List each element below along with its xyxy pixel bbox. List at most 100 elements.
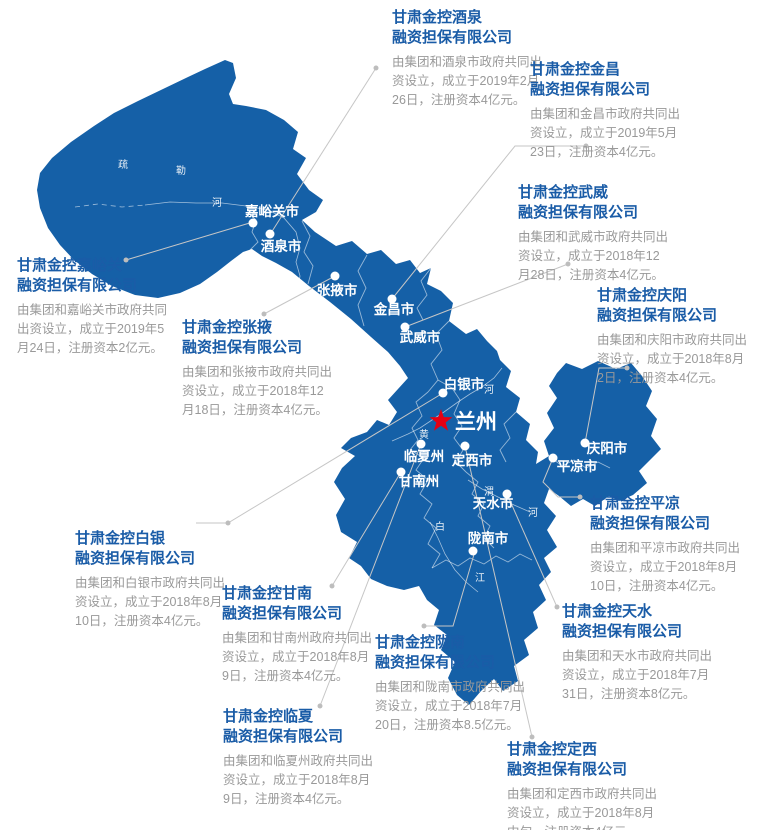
province-shape [37, 60, 661, 705]
city-dot-jiayuguan [248, 218, 258, 228]
company-name: 甘肃金控酒泉 融资担保有限公司 [392, 9, 513, 46]
city-label-jinchang: 金昌市 [373, 301, 415, 317]
shule-river-dashed [74, 203, 146, 208]
company-name: 甘肃金控武威 融资担保有限公司 [518, 184, 639, 221]
company-desc: 由集团和陇南市政府共同出资设立，成立于2018年7月20日，注册资本8.5亿元。 [375, 679, 526, 732]
city-dot-linxia [416, 439, 426, 449]
city-label-qingyang: 庆阳市 [587, 440, 628, 456]
company-desc: 由集团和庆阳市政府共同出资设立，成立于2018年8月2日，注册资本4亿元。 [597, 332, 748, 385]
company-name: 甘肃金控庆阳 融资担保有限公司 [597, 287, 718, 324]
rivers: 疏 勒 河 黄 河 渭 河 白 江 [74, 158, 538, 593]
company-note-baiyin: 甘肃金控白银 融资担保有限公司 由集团和白银市政府共同出资设立，成立于2018年8… [75, 529, 229, 631]
company-name: 甘肃金控白银 融资担保有限公司 [75, 530, 196, 567]
city-label-wuwei: 武威市 [400, 329, 441, 345]
company-desc: 由集团和天水市政府共同出资设立，成立于2018年7月31日，注册资本8亿元。 [562, 648, 713, 701]
city-label-jiuquan: 酒泉市 [261, 238, 302, 254]
leader-wuwei [404, 263, 569, 328]
capital-marker: 兰州 [429, 409, 497, 434]
yellow-river [391, 367, 503, 442]
city-dot-zhangye [330, 271, 340, 281]
city-dot-longnan [468, 546, 478, 556]
company-name: 甘肃金控甘南 融资担保有限公司 [222, 585, 343, 622]
company-desc: 由集团和白银市政府共同出资设立，成立于2018年8月10日，注册资本4亿元。 [75, 575, 226, 628]
company-desc: 由集团和武威市政府共同出资设立，成立于2018年12月28日，注册资本4亿元。 [518, 229, 669, 282]
city-dot-pingliang [548, 453, 558, 463]
city-markers: 嘉峪关市 酒泉市 张掖市 金昌市 武威市 白银市 临夏州 定西市 甘南州 平凉市… [244, 203, 628, 556]
company-note-jiuquan: 甘肃金控酒泉 融资担保有限公司 由集团和酒泉市政府共同出资设立，成立于2019年2… [392, 8, 546, 110]
city-dot-wuwei [400, 322, 410, 332]
city-dot-dingxi [460, 441, 470, 451]
leader-qingyang [584, 367, 627, 444]
leader-lines [123, 65, 630, 740]
river-label: 河 [528, 507, 538, 519]
leader-tianshui [506, 493, 558, 608]
company-note-wuwei: 甘肃金控武威 融资担保有限公司 由集团和武威市政府共同出资设立，成立于2018年1… [518, 183, 672, 285]
company-note-pingliang: 甘肃金控平凉 融资担保有限公司 由集团和平凉市政府共同出资设立，成立于2018年8… [590, 494, 750, 596]
leader-pingliang [542, 457, 580, 498]
company-desc: 由集团和酒泉市政府共同出资设立，成立于2019年2月26日，注册资本4亿元。 [392, 54, 543, 107]
leader-zhangye [263, 275, 336, 315]
company-desc: 由集团和金昌市政府共同出资设立，成立于2019年5月23日，注册资本4亿元。 [530, 106, 681, 159]
river-label: 疏 [118, 158, 128, 171]
city-dot-jiuquan [265, 229, 275, 239]
company-note-jinchang: 甘肃金控金昌 融资担保有限公司 由集团和金昌市政府共同出资设立，成立于2019年5… [530, 60, 684, 162]
company-note-qingyang: 甘肃金控庆阳 融资担保有限公司 由集团和庆阳市政府共同出资设立，成立于2018年8… [597, 286, 747, 388]
leader-jiuquan [270, 67, 377, 234]
company-note-longnan: 甘肃金控陇南 融资担保有限公司 由集团和陇南市政府共同出资设立，成立于2018年7… [375, 633, 529, 735]
city-label-gannan: 甘南州 [399, 473, 440, 489]
company-note-linxia: 甘肃金控临夏 融资担保有限公司 由集团和临夏州政府共同出资设立，成立于2018年8… [223, 707, 377, 809]
company-note-gannan: 甘肃金控甘南 融资担保有限公司 由集团和甘南州政府共同出资设立，成立于2018年8… [222, 584, 376, 686]
river-label: 江 [475, 572, 485, 584]
river-label: 白 [435, 520, 445, 533]
river-label: 河 [212, 197, 222, 209]
leader-jiayuguan [125, 221, 254, 261]
company-name: 甘肃金控张掖 融资担保有限公司 [182, 319, 303, 356]
leader-linxia [319, 443, 422, 707]
company-note-dingxi: 甘肃金控定西 融资担保有限公司 由集团和定西市政府共同出资设立，成立于2018年8… [507, 740, 661, 830]
company-desc: 由集团和甘南州政府共同出资设立，成立于2018年8月9日，注册资本4亿元。 [222, 630, 373, 683]
city-label-baiyin: 白银市 [444, 376, 485, 392]
city-label-longnan: 陇南市 [468, 530, 509, 546]
leader-jinchang [391, 145, 586, 300]
wei-river [467, 479, 531, 513]
company-note-tianshui: 甘肃金控天水 融资担保有限公司 由集团和天水市政府共同出资设立，成立于2018年7… [562, 602, 716, 704]
company-name: 甘肃金控嘉峪关 融资担保有限公司 [17, 257, 138, 294]
shule-river [144, 201, 301, 289]
city-dot-qingyang [580, 438, 590, 448]
city-label-dingxi: 定西市 [452, 452, 493, 468]
company-desc: 由集团和张掖市政府共同出资设立，成立于2018年12月18日，注册资本4亿元。 [182, 364, 333, 417]
capital-label: 兰州 [455, 410, 497, 434]
company-desc: 由集团和平凉市政府共同出资设立，成立于2018年8月10日，注册资本4亿元。 [590, 540, 741, 593]
company-name: 甘肃金控金昌 融资担保有限公司 [530, 61, 651, 98]
company-desc: 由集团和嘉峪关市政府共同出资设立，成立于2019年5月24日，注册资本2亿元。 [17, 302, 168, 355]
company-name: 甘肃金控平凉 融资担保有限公司 [590, 495, 711, 532]
river-label: 黄 [419, 428, 429, 441]
company-name: 甘肃金控临夏 融资担保有限公司 [223, 708, 344, 745]
city-dot-baiyin [438, 388, 448, 398]
city-dot-tianshui [502, 489, 512, 499]
capital-star-icon [429, 409, 453, 431]
city-dot-jinchang [387, 294, 397, 304]
city-label-zhangye: 张掖市 [317, 282, 358, 298]
city-dot-gannan [396, 467, 406, 477]
city-label-pingliang: 平凉市 [557, 458, 598, 474]
river-label: 渭 [484, 486, 494, 498]
company-desc: 由集团和临夏州政府共同出资设立，成立于2018年8月9日，注册资本4亿元。 [223, 753, 374, 806]
leader-gannan [331, 471, 402, 587]
company-name: 甘肃金控陇南 融资担保有限公司 [375, 634, 496, 671]
prefecture-borders [247, 211, 611, 569]
bailong-river [429, 521, 479, 593]
company-name: 甘肃金控定西 融资担保有限公司 [507, 741, 628, 778]
city-label-linxia: 临夏州 [404, 448, 445, 464]
city-label-jiayuguan: 嘉峪关市 [244, 203, 299, 219]
company-name: 甘肃金控天水 融资担保有限公司 [562, 603, 683, 640]
company-desc: 由集团和定西市政府共同出资设立，成立于2018年8月中旬，注册资本4亿元。 [507, 786, 658, 830]
city-label-tianshui: 天水市 [473, 495, 514, 511]
company-note-jiayuguan: 甘肃金控嘉峪关 融资担保有限公司 由集团和嘉峪关市政府共同出资设立，成立于2019… [17, 256, 171, 358]
company-note-zhangye: 甘肃金控张掖 融资担保有限公司 由集团和张掖市政府共同出资设立，成立于2018年1… [182, 318, 336, 420]
river-label: 河 [484, 384, 494, 396]
leader-longnan [424, 550, 476, 627]
leader-dingxi [464, 445, 533, 738]
